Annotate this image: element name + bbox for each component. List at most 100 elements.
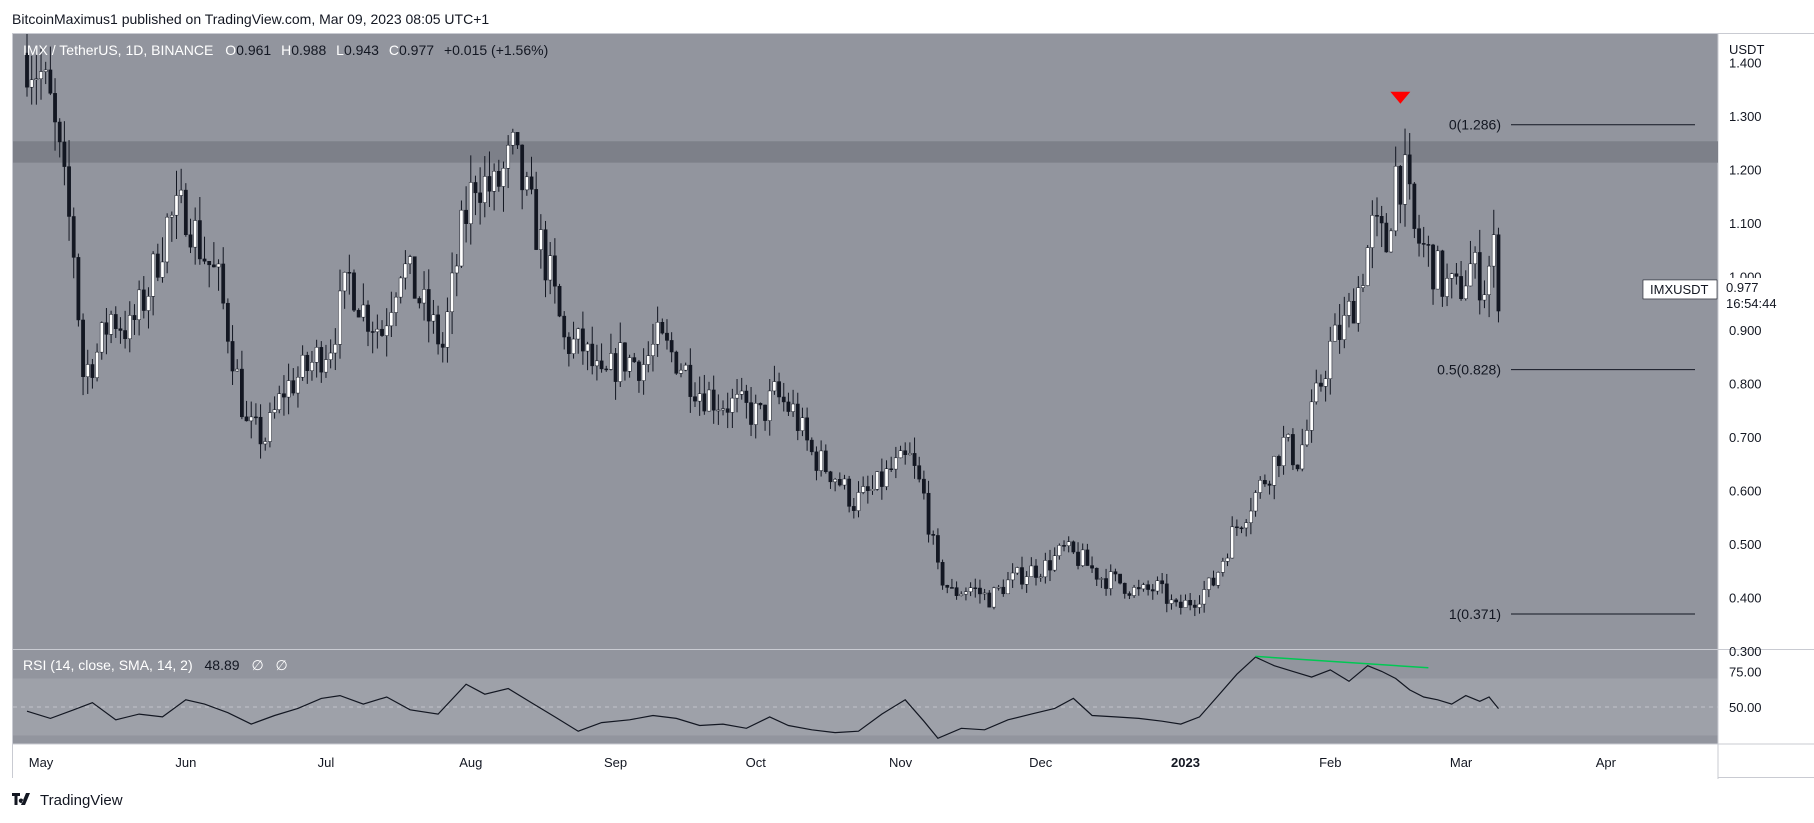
candle[interactable] xyxy=(1417,228,1421,244)
candle[interactable] xyxy=(1463,285,1468,299)
candle[interactable] xyxy=(445,311,450,348)
bearish-divergence-line[interactable] xyxy=(1255,655,1429,669)
candle[interactable] xyxy=(1337,324,1342,340)
candle[interactable] xyxy=(1225,557,1230,562)
candle[interactable] xyxy=(76,257,81,321)
candle[interactable] xyxy=(123,330,127,340)
candle[interactable] xyxy=(1356,287,1361,324)
candle[interactable] xyxy=(1328,340,1333,379)
candle[interactable] xyxy=(207,260,212,266)
candle[interactable] xyxy=(389,312,394,327)
candle[interactable] xyxy=(454,265,459,274)
candle[interactable] xyxy=(1155,580,1160,592)
candle[interactable] xyxy=(202,258,207,262)
candle[interactable] xyxy=(296,376,300,394)
candle[interactable] xyxy=(211,264,216,268)
candle[interactable] xyxy=(749,402,753,425)
candle[interactable] xyxy=(90,364,95,378)
candle[interactable] xyxy=(814,451,819,471)
candle[interactable] xyxy=(1379,216,1384,224)
candle[interactable] xyxy=(707,389,711,412)
candle[interactable] xyxy=(926,492,931,535)
candle[interactable] xyxy=(1477,252,1482,301)
candle[interactable] xyxy=(973,587,978,589)
candle[interactable] xyxy=(53,93,57,123)
candle[interactable] xyxy=(1244,522,1249,529)
candle[interactable] xyxy=(767,390,772,421)
candle[interactable] xyxy=(851,506,856,511)
candle[interactable] xyxy=(884,468,889,487)
candle[interactable] xyxy=(1263,480,1267,485)
candle[interactable] xyxy=(151,253,156,297)
candle[interactable] xyxy=(996,586,1001,589)
candle[interactable] xyxy=(1248,510,1253,523)
candle[interactable] xyxy=(510,132,515,146)
candle[interactable] xyxy=(1076,551,1080,566)
candle[interactable] xyxy=(1118,573,1122,584)
candle[interactable] xyxy=(585,343,590,352)
candle[interactable] xyxy=(907,453,912,456)
candle[interactable] xyxy=(758,402,763,406)
candle[interactable] xyxy=(534,189,539,250)
candle[interactable] xyxy=(412,256,417,299)
candle[interactable] xyxy=(277,393,282,410)
candle[interactable] xyxy=(375,328,380,333)
candle[interactable] xyxy=(422,289,426,304)
candle[interactable] xyxy=(753,402,758,425)
candle[interactable] xyxy=(249,416,254,422)
candle[interactable] xyxy=(314,347,319,363)
candle[interactable] xyxy=(436,314,440,345)
candle[interactable] xyxy=(1370,215,1375,248)
candle[interactable] xyxy=(524,176,529,191)
candle[interactable] xyxy=(1202,589,1207,605)
candle[interactable] xyxy=(160,261,165,278)
candle[interactable] xyxy=(370,331,375,333)
candle[interactable] xyxy=(450,272,454,313)
candle[interactable] xyxy=(43,69,48,72)
candle[interactable] xyxy=(1020,567,1024,585)
candle[interactable] xyxy=(711,389,716,411)
candle[interactable] xyxy=(1295,464,1300,470)
candle[interactable] xyxy=(1421,243,1426,245)
symbol-legend[interactable]: IMX / TetherUS, 1D, BINANCE O0.961 H0.98… xyxy=(23,42,548,58)
candle[interactable] xyxy=(324,359,328,373)
chart-svg[interactable]: 0(1.286) 0.5(0.828) 1(0.371) 1.400 1.300 1.2… xyxy=(13,34,1814,779)
candle[interactable] xyxy=(291,380,296,394)
candle[interactable] xyxy=(618,342,623,382)
candle[interactable] xyxy=(520,144,525,191)
candle[interactable] xyxy=(697,393,702,402)
candle[interactable] xyxy=(1291,434,1295,466)
candle[interactable] xyxy=(964,591,968,595)
candle[interactable] xyxy=(1445,278,1449,297)
candle[interactable] xyxy=(254,416,258,419)
candle[interactable] xyxy=(25,52,29,88)
candle[interactable] xyxy=(566,336,571,354)
candle[interactable] xyxy=(1300,444,1305,470)
candle[interactable] xyxy=(730,397,735,413)
candle[interactable] xyxy=(1281,437,1286,466)
candle[interactable] xyxy=(893,457,898,470)
candle[interactable] xyxy=(1010,572,1015,581)
candle[interactable] xyxy=(1375,215,1379,217)
candle[interactable] xyxy=(595,360,599,367)
candle[interactable] xyxy=(987,592,992,608)
candle[interactable] xyxy=(665,332,669,341)
candle[interactable] xyxy=(1057,545,1062,556)
candle[interactable] xyxy=(781,396,786,403)
candle[interactable] xyxy=(366,304,370,332)
candle[interactable] xyxy=(394,296,398,313)
candle[interactable] xyxy=(627,357,632,372)
candle[interactable] xyxy=(342,272,347,292)
candle[interactable] xyxy=(1146,584,1150,590)
candle[interactable] xyxy=(879,471,884,487)
candle[interactable] xyxy=(786,401,791,412)
candle[interactable] xyxy=(538,229,543,250)
candle[interactable] xyxy=(1052,555,1057,571)
candle[interactable] xyxy=(99,322,104,353)
candle[interactable] xyxy=(651,343,655,356)
candle[interactable] xyxy=(221,263,226,304)
candle[interactable] xyxy=(865,486,870,491)
candle[interactable] xyxy=(300,354,305,378)
candle[interactable] xyxy=(641,364,646,381)
candle[interactable] xyxy=(188,234,193,248)
